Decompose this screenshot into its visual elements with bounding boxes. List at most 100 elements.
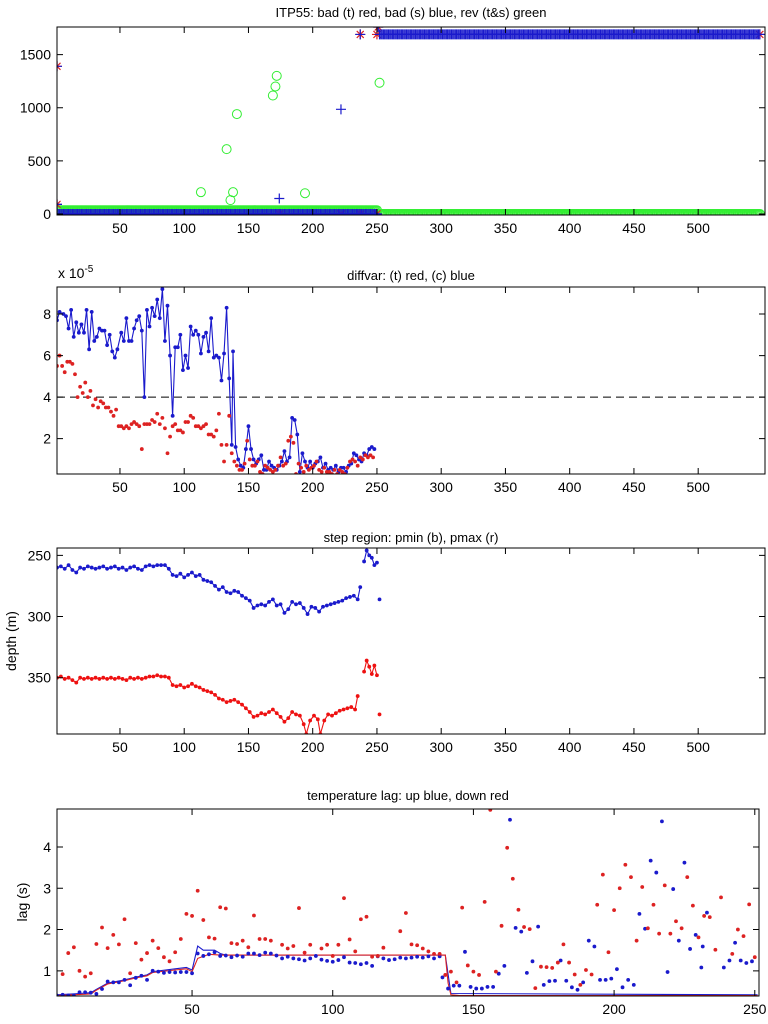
x-tick-label: 100: [173, 220, 197, 236]
dot-marker: [227, 413, 232, 418]
dot-marker: [119, 330, 124, 335]
dot-marker: [224, 305, 229, 310]
dot-marker: [440, 975, 445, 980]
dot-marker: [195, 951, 200, 956]
dot-marker: [115, 347, 120, 352]
dot-marker: [623, 862, 628, 867]
dot-marker: [207, 935, 211, 940]
dot-marker: [305, 612, 310, 616]
dot-marker: [167, 970, 172, 974]
dot-marker: [120, 565, 125, 570]
circle-marker: [267, 90, 278, 101]
dot-marker: [539, 964, 543, 969]
dot-marker: [214, 428, 219, 433]
dot-marker: [350, 457, 355, 462]
dot-marker: [398, 955, 403, 960]
circle-marker: [299, 188, 310, 199]
dot-marker: [64, 314, 68, 318]
dot-marker: [291, 956, 296, 961]
dot-marker: [353, 961, 358, 965]
dot-marker: [217, 696, 221, 701]
dot-marker: [747, 902, 752, 907]
dot-marker: [457, 983, 462, 988]
dot-marker: [620, 985, 625, 990]
dot-marker: [124, 424, 129, 429]
dot-marker: [60, 992, 65, 996]
dot-marker: [234, 463, 239, 468]
dot-marker: [173, 970, 178, 975]
dot-marker: [71, 334, 76, 339]
plus-marker: [57, 199, 62, 210]
x-tick-label: 50: [112, 739, 128, 755]
dot-marker: [648, 858, 653, 863]
dot-marker: [367, 553, 372, 558]
dot-marker: [246, 945, 251, 950]
dot-marker: [111, 933, 116, 937]
x-tick-label: 100: [173, 739, 197, 755]
dot-marker: [286, 607, 291, 612]
dot-marker: [270, 470, 275, 474]
dot-marker: [561, 942, 566, 947]
dot-marker: [415, 943, 420, 948]
dot-marker: [432, 951, 436, 956]
dot-marker: [110, 349, 115, 354]
dot-marker: [116, 942, 121, 947]
dot-marker: [364, 658, 369, 663]
dot-marker: [477, 973, 481, 977]
dot-marker: [258, 470, 262, 474]
dot-marker: [409, 942, 414, 947]
dot-marker: [88, 388, 93, 393]
dot-marker: [181, 430, 185, 435]
dot-marker: [88, 990, 93, 995]
dot-marker: [268, 467, 273, 472]
dot-marker: [328, 465, 333, 470]
dot-marker: [178, 332, 183, 337]
dot-marker: [342, 896, 346, 901]
dot-marker: [152, 420, 157, 424]
dot-marker: [109, 409, 113, 414]
dot-marker: [303, 459, 307, 464]
x-tick-label: 350: [494, 479, 518, 495]
dot-marker: [513, 925, 518, 930]
x-tick-label: 150: [237, 220, 261, 236]
circle-marker: [221, 144, 232, 155]
x-tick-label: 500: [687, 739, 711, 755]
y-tick-label: 250: [28, 547, 52, 563]
dot-marker: [129, 422, 134, 427]
dot-marker: [308, 956, 313, 961]
series-1: [57, 353, 375, 474]
y-tick-label: 500: [28, 153, 52, 169]
dot-marker: [276, 463, 280, 468]
dot-marker: [238, 463, 243, 468]
dot-marker: [219, 443, 224, 447]
dot-marker: [109, 675, 113, 680]
dot-marker: [426, 954, 431, 959]
dot-marker: [337, 708, 342, 713]
plus-marker: [57, 61, 62, 72]
dot-marker: [527, 927, 532, 932]
dot-marker: [750, 959, 754, 964]
dot-marker: [288, 434, 293, 439]
dot-marker: [222, 351, 226, 356]
dot-marker: [347, 937, 352, 942]
dot-marker: [285, 954, 290, 959]
dot-marker: [132, 564, 136, 569]
dot-marker: [626, 978, 631, 982]
dot-marker: [184, 970, 189, 974]
x-tick-label: 450: [622, 479, 646, 495]
dot-marker: [142, 395, 147, 400]
dot-marker: [471, 969, 476, 974]
dot-marker: [296, 461, 301, 466]
dot-marker: [70, 678, 75, 683]
dot-marker: [61, 312, 66, 316]
dot-marker: [204, 330, 208, 335]
dot-marker: [88, 971, 93, 976]
x-tick-label: 50: [112, 220, 128, 236]
dot-marker: [741, 934, 746, 939]
dot-marker: [174, 684, 179, 689]
dot-marker: [223, 906, 228, 911]
dot-marker: [280, 942, 284, 947]
dot-marker: [345, 465, 350, 470]
dot-marker: [682, 860, 687, 865]
